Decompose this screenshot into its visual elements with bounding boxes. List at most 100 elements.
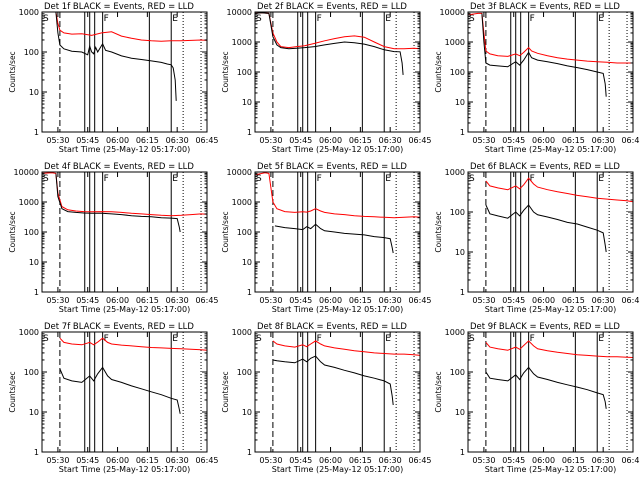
y-tick-label: 10000 xyxy=(14,168,39,177)
x-tick-label: 05:30 xyxy=(472,456,495,465)
chart-panel-6: Det 6f BLACK = Events, RED = LLD S F E 1 10 10… xyxy=(434,162,640,314)
x-tick-label: 06:45 xyxy=(195,456,218,465)
x-tick-label: 06:30 xyxy=(166,456,189,465)
x-tick-label: 06:00 xyxy=(319,296,342,305)
y-tick-label: 1 xyxy=(460,128,465,137)
y-axis-label: Counts/sec xyxy=(434,211,443,252)
y-tick-label: 1000 xyxy=(19,198,39,207)
y-tick-label: 1 xyxy=(247,128,252,137)
x-tick-label: 06:15 xyxy=(562,136,585,145)
chart-panel-1: Det 1f BLACK = Events, RED = LLD S F E 1 10 10… xyxy=(8,2,219,154)
x-tick-label: 05:30 xyxy=(472,136,495,145)
event-marker-label: F xyxy=(104,174,109,184)
event-marker-label: F xyxy=(317,334,322,344)
x-tick-label: 06:30 xyxy=(592,456,615,465)
y-tick-label: 10 xyxy=(242,98,252,107)
y-tick-label: 1000 xyxy=(232,198,252,207)
plot-frame xyxy=(254,331,421,453)
chart-panel-7: Det 7f BLACK = Events, RED = LLD S F E 1 10 10… xyxy=(8,322,219,474)
event-marker-label: E xyxy=(172,174,178,184)
y-tick-label: 10 xyxy=(29,408,39,417)
event-marker-label: S xyxy=(469,174,475,184)
events-series-line xyxy=(481,13,607,97)
x-tick-label: 05:30 xyxy=(259,456,282,465)
y-tick-label: 100 xyxy=(450,368,465,377)
event-marker-label: F xyxy=(317,174,322,184)
chart-title: Det 2f BLACK = Events, RED = LLD xyxy=(257,2,407,12)
event-marker-label: S xyxy=(256,14,262,24)
x-axis-label: Start Time (25-May-12 05:17:00) xyxy=(59,465,190,474)
y-tick-label: 1 xyxy=(34,448,39,457)
y-tick-label: 100 xyxy=(450,68,465,77)
x-axis-label: Start Time (25-May-12 05:17:00) xyxy=(272,305,403,314)
x-tick-label: 06:45 xyxy=(195,136,218,145)
y-tick-label: 100 xyxy=(24,48,39,57)
x-axis-label: Start Time (25-May-12 05:17:00) xyxy=(485,145,616,154)
chart-panel-9: Det 9f BLACK = Events, RED = LLD S F E 1 10 10… xyxy=(434,322,640,474)
x-tick-label: 05:45 xyxy=(289,136,312,145)
x-tick-label: 05:30 xyxy=(46,136,69,145)
x-tick-label: 06:45 xyxy=(408,136,431,145)
plot-frame xyxy=(41,171,208,293)
y-tick-label: 1000 xyxy=(19,8,39,17)
x-tick-label: 05:30 xyxy=(46,456,69,465)
x-tick-label: 05:30 xyxy=(46,296,69,305)
lld-series-line xyxy=(59,337,207,351)
y-tick-label: 100 xyxy=(237,68,252,77)
lld-series-line xyxy=(485,177,633,203)
event-marker-label: S xyxy=(469,334,475,344)
x-tick-label: 05:30 xyxy=(259,136,282,145)
event-marker-label: E xyxy=(172,334,178,344)
y-axis-label: Counts/sec xyxy=(8,371,17,412)
plot-frame xyxy=(41,331,208,453)
event-marker-label: E xyxy=(172,14,178,24)
events-series-line xyxy=(274,223,394,254)
x-tick-label: 06:45 xyxy=(195,296,218,305)
x-tick-label: 06:15 xyxy=(349,136,372,145)
y-tick-label: 100 xyxy=(450,208,465,217)
x-axis-label: Start Time (25-May-12 05:17:00) xyxy=(59,305,190,314)
chart-panel-5: Det 5f BLACK = Events, RED = LLD S F E 1 10 10… xyxy=(221,162,432,314)
x-tick-label: 06:15 xyxy=(136,136,159,145)
events-series-line xyxy=(255,12,404,75)
chart-title: Det 9f BLACK = Events, RED = LLD xyxy=(470,322,620,332)
events-series-line xyxy=(272,355,394,406)
event-marker-label: F xyxy=(530,174,535,184)
y-tick-label: 100 xyxy=(24,228,39,237)
x-tick-label: 06:00 xyxy=(106,136,129,145)
x-tick-label: 05:45 xyxy=(76,296,99,305)
chart-title: Det 5f BLACK = Events, RED = LLD xyxy=(257,162,407,172)
plot-frame xyxy=(467,171,634,293)
y-axis-label: Counts/sec xyxy=(221,371,230,412)
x-tick-label: 05:45 xyxy=(76,456,99,465)
x-tick-label: 06:00 xyxy=(106,456,129,465)
y-tick-label: 1 xyxy=(34,128,39,137)
y-tick-label: 1000 xyxy=(232,328,252,337)
x-tick-label: 06:00 xyxy=(532,136,555,145)
event-marker-label: F xyxy=(530,334,535,344)
x-tick-label: 05:45 xyxy=(76,136,99,145)
event-marker-label: F xyxy=(104,14,109,24)
y-tick-label: 100 xyxy=(24,368,39,377)
y-tick-label: 10000 xyxy=(227,168,252,177)
y-tick-label: 10 xyxy=(29,258,39,267)
x-tick-label: 06:45 xyxy=(408,456,431,465)
y-tick-label: 10 xyxy=(242,258,252,267)
y-tick-label: 1000 xyxy=(232,38,252,47)
y-tick-label: 10 xyxy=(455,248,465,257)
events-series-line xyxy=(55,12,177,101)
events-series-line xyxy=(485,204,607,253)
lld-series-line xyxy=(485,340,633,358)
lld-series-line xyxy=(42,172,207,217)
y-tick-label: 1 xyxy=(460,448,465,457)
plot-frame xyxy=(467,331,634,453)
x-tick-label: 05:45 xyxy=(289,456,312,465)
y-axis-label: Counts/sec xyxy=(221,51,230,92)
y-axis-label: Counts/sec xyxy=(8,51,17,92)
x-tick-label: 06:15 xyxy=(562,296,585,305)
event-marker-label: E xyxy=(385,334,391,344)
chart-panel-2: Det 2f BLACK = Events, RED = LLD S F E 1 10 10… xyxy=(221,2,432,154)
x-tick-label: 06:00 xyxy=(106,296,129,305)
y-axis-label: Counts/sec xyxy=(434,371,443,412)
y-tick-label: 10000 xyxy=(227,8,252,17)
